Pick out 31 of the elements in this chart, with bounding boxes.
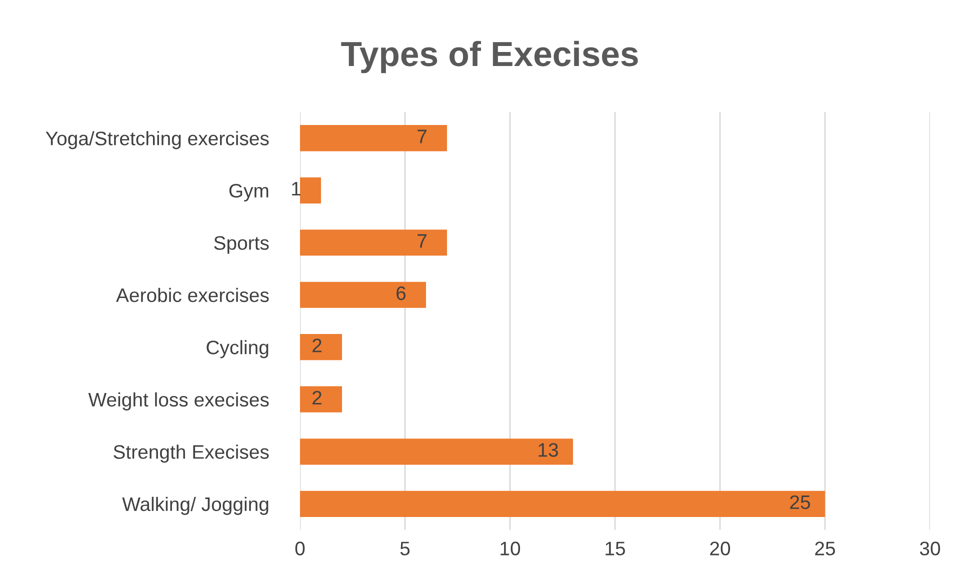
bar (300, 282, 426, 308)
y-tick-label: Strength Execises (114, 444, 269, 463)
data-label: 25 (790, 495, 810, 510)
x-tick-label: 15 (606, 542, 625, 556)
y-tick-label: Weight loss execises (88, 392, 269, 410)
data-label: 7 (418, 130, 426, 144)
bar (300, 230, 447, 256)
bar (300, 334, 342, 360)
x-tick-label: 10 (500, 542, 520, 556)
bar (300, 125, 447, 152)
chart-title: Types of Execises (341, 40, 638, 74)
data-label: 13 (538, 443, 558, 457)
y-tick-label: Aerobic exercises (116, 288, 269, 302)
x-tick-label: 0 (295, 542, 305, 556)
x-tick-label: 25 (815, 542, 835, 556)
bar (300, 438, 573, 465)
x-tick-label: 20 (710, 542, 730, 556)
bar (300, 386, 342, 412)
data-label: 2 (312, 390, 322, 404)
y-tick-label: Cycling (206, 340, 268, 358)
x-tick-label: 5 (400, 542, 410, 556)
data-label: 6 (396, 286, 406, 300)
data-label: 2 (312, 338, 322, 352)
x-tick-label: 30 (920, 542, 940, 556)
bar (300, 177, 321, 204)
y-tick-label: Yoga/Stretching exercises (46, 131, 269, 150)
y-tick-label: Walking/ Jogging (122, 496, 268, 515)
y-tick-label: Gym (229, 184, 268, 202)
y-tick-label: Sports (214, 236, 269, 254)
bar (300, 490, 825, 517)
data-label: 7 (418, 234, 426, 248)
